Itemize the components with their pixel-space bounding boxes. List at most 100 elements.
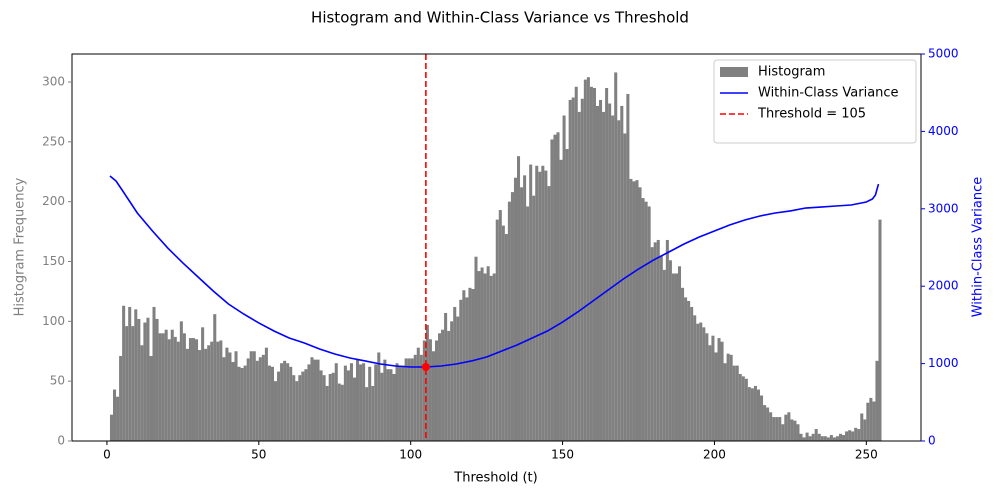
histogram-bar — [863, 419, 867, 441]
histogram-bar — [729, 354, 733, 441]
histogram-bar — [109, 414, 114, 441]
variance-line — [109, 175, 880, 368]
histogram-bar — [589, 86, 593, 441]
histogram-bar — [201, 327, 205, 441]
histogram-bar — [474, 256, 478, 441]
histogram-bar — [462, 290, 466, 441]
histogram-bar — [346, 370, 350, 441]
histogram-bar — [295, 381, 299, 441]
histogram-bar — [119, 356, 123, 441]
histogram-bar — [513, 177, 518, 442]
histogram-bar — [735, 365, 739, 441]
histogram-bar — [772, 417, 776, 441]
histogram-bar — [872, 401, 876, 441]
histogram-bar — [778, 417, 782, 441]
histogram-bar — [374, 364, 378, 441]
histogram-bar — [340, 384, 344, 441]
histogram-bar — [431, 351, 435, 441]
histogram-bar — [665, 239, 669, 441]
histogram-bar — [750, 388, 754, 441]
histogram-bar — [838, 433, 843, 441]
histogram-bar — [817, 433, 821, 441]
histogram-bar — [620, 105, 624, 442]
histogram-bar — [425, 324, 429, 441]
histogram-bar — [635, 180, 639, 441]
x-tick-label: 0 — [103, 448, 111, 462]
histogram-bar — [222, 357, 226, 441]
y2-tick-label: 0 — [928, 434, 936, 448]
histogram-bar — [146, 317, 150, 441]
histogram-bar — [592, 87, 596, 441]
histogram-bar — [365, 387, 369, 441]
legend-box — [713, 59, 917, 144]
histogram-bar — [586, 77, 590, 441]
histogram-bar — [653, 242, 657, 441]
histogram-bar — [617, 120, 621, 442]
histogram-bar — [574, 86, 578, 441]
histogram-bar — [495, 219, 499, 441]
x-tick-label: 150 — [551, 448, 574, 462]
histogram-bar — [662, 269, 666, 441]
y2-tick-label: 4000 — [928, 124, 959, 138]
histogram-bar — [289, 366, 293, 441]
histogram-bar — [668, 260, 672, 441]
histogram-bar — [313, 359, 317, 441]
histogram-bar — [298, 375, 302, 441]
histogram-bar — [386, 369, 390, 441]
histogram-bar — [234, 351, 238, 441]
histogram-bar — [322, 375, 326, 441]
histogram-bar — [149, 356, 153, 441]
histogram-bar — [349, 363, 353, 441]
histogram-bar — [267, 365, 271, 441]
legend: Histogram Within-Class Variance Threshold … — [713, 59, 917, 144]
histogram-bar — [626, 93, 630, 442]
histogram-bar — [352, 377, 357, 441]
histogram-bar — [583, 79, 587, 442]
histogram-bar — [225, 347, 229, 441]
y-tick-label: 150 — [42, 254, 65, 268]
y2-axis-label: Within-Class Variance — [971, 177, 986, 318]
histogram-bar — [756, 389, 761, 441]
histogram-bar — [182, 333, 186, 441]
histogram-bar — [356, 359, 360, 441]
histogram-bar — [404, 358, 408, 441]
histogram-bar — [647, 206, 651, 441]
y-tick-label: 50 — [50, 374, 65, 388]
histogram-bar — [185, 348, 189, 441]
histogram-bar — [246, 358, 250, 441]
y-tick-label: 250 — [42, 134, 65, 148]
histogram-bar — [198, 350, 202, 441]
histogram-bar — [702, 327, 706, 441]
histogram-bar — [152, 306, 156, 441]
histogram-bar — [316, 359, 320, 441]
histogram-bar — [143, 322, 147, 441]
histogram-bar — [137, 318, 141, 441]
histogram-bar — [820, 436, 824, 441]
histogram-bar — [465, 297, 469, 441]
histogram-bar — [359, 364, 363, 441]
x-tick-label: 50 — [251, 448, 266, 462]
histogram-bar — [878, 219, 882, 441]
histogram-bar — [787, 412, 791, 441]
histogram-bar — [568, 99, 572, 442]
histogram-bar — [632, 181, 636, 441]
histogram-bar — [337, 383, 341, 441]
histogram-bar — [438, 333, 442, 441]
histogram-bar — [681, 287, 685, 441]
histogram-bar — [395, 363, 399, 441]
histogram-bar — [629, 178, 633, 442]
legend-label: Threshold = 105 — [757, 107, 866, 122]
histogram-bar — [258, 357, 262, 441]
histogram-bar — [802, 437, 806, 441]
histogram-bar — [854, 427, 858, 441]
histogram-bar — [237, 366, 241, 441]
histogram-bar — [614, 72, 618, 441]
histogram-bar — [498, 210, 502, 441]
histogram-bar — [805, 432, 809, 441]
histogram-bar — [517, 156, 521, 441]
histogram-bar — [744, 378, 748, 441]
histogram-bar — [334, 363, 338, 441]
histogram-bar — [741, 376, 745, 441]
histogram-bar — [835, 436, 839, 441]
